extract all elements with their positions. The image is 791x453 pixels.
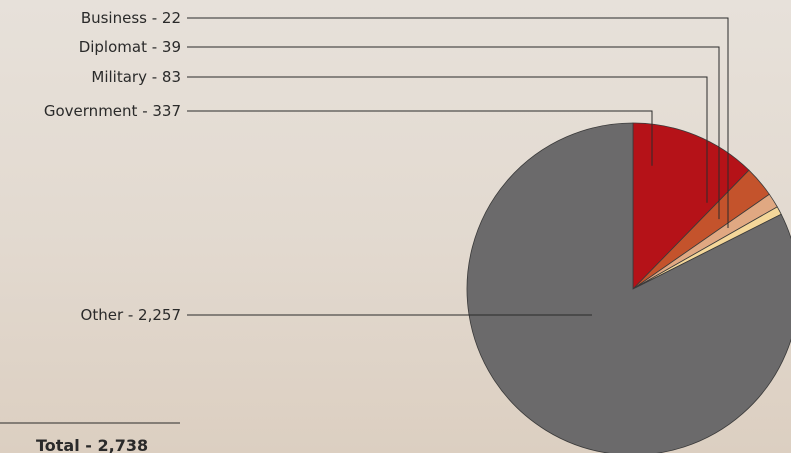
slice-label-2: Diplomat - 39: [79, 38, 181, 56]
slice-labels: Business - 22 Diplomat - 39 Military - 83 G…: [44, 9, 181, 324]
slice-label-4: Other - 2,257: [81, 306, 181, 324]
slice-label-0: Government - 337: [44, 102, 181, 120]
pie-slices: [466, 122, 791, 453]
pie-slice-0: [632, 122, 750, 290]
leader-line-1: [187, 76, 708, 203]
slice-label-3: Business - 22: [81, 9, 181, 27]
leader-line-2: [187, 46, 720, 220]
total-label: Total - 2,738: [36, 436, 148, 453]
leader-line-3: [187, 17, 729, 229]
leader-line-0: [187, 110, 653, 166]
leader-lines: [187, 17, 729, 316]
slice-label-1: Military - 83: [91, 68, 181, 86]
